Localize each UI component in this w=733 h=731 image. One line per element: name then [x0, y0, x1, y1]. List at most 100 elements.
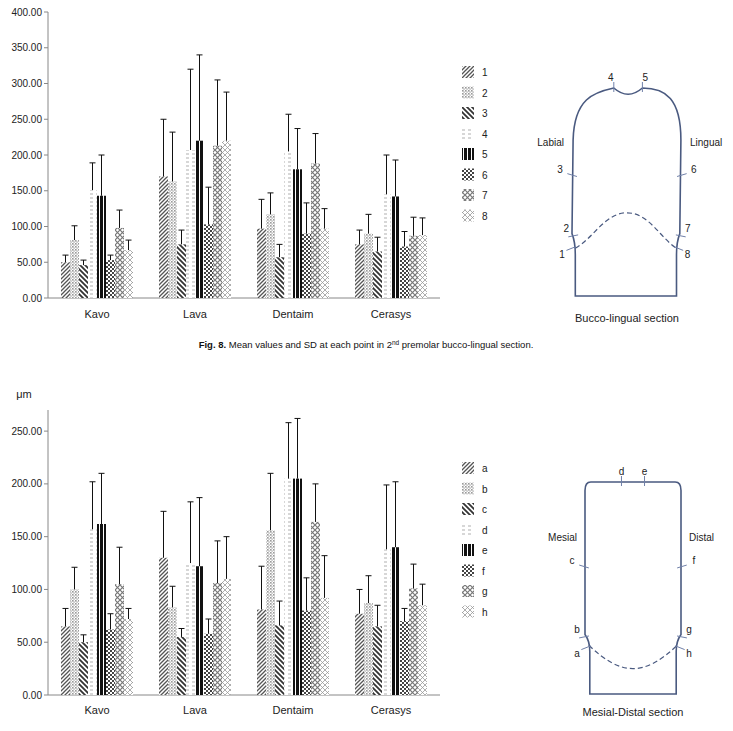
bar [293, 479, 302, 695]
point-tick [568, 235, 578, 237]
error-bar [286, 423, 292, 479]
caption-part: premolar bucco-lingual section. [399, 339, 533, 350]
legend-label: h [482, 607, 488, 618]
bar [204, 634, 213, 695]
point-tick [621, 476, 622, 486]
error-bar [108, 255, 114, 260]
y-tick [44, 536, 48, 537]
y-tick-label: 50.00 [17, 637, 42, 648]
point-tick [566, 247, 575, 251]
bar [159, 558, 168, 695]
tooth-cej [575, 213, 676, 248]
legend-swatch [462, 128, 474, 140]
error-bar [420, 218, 426, 235]
y-tick-label: 250.00 [11, 114, 42, 125]
legend-swatch [462, 524, 474, 536]
error-bar [188, 69, 194, 150]
bar [364, 603, 373, 695]
legend-label: 5 [482, 149, 488, 160]
y-tick [44, 642, 48, 643]
error-bar [357, 230, 363, 244]
bar [284, 479, 293, 695]
y-tick [44, 298, 48, 299]
bar [88, 529, 97, 695]
error-bar [206, 619, 212, 634]
legend-label: 6 [482, 170, 488, 181]
y-tick-label: 400.00 [11, 7, 42, 18]
y-tick [44, 483, 48, 484]
figure: 0.0050.00100.00150.00200.00250.00300.003… [0, 0, 733, 731]
bar [186, 150, 195, 298]
bar [97, 196, 106, 298]
caption-part: Fig. 8. [199, 339, 226, 350]
error-bar [295, 418, 301, 478]
caption: Fig. 8. Mean values and SD at each point… [199, 339, 534, 351]
bar [409, 588, 418, 695]
error-bar [215, 541, 221, 583]
side-label: Mesial [548, 532, 577, 543]
bar [168, 607, 177, 695]
bar [79, 642, 88, 695]
y-tick [44, 695, 48, 696]
diagram-title: Bucco-lingual section [575, 312, 679, 324]
tooth-outline [572, 88, 681, 296]
error-bar [179, 230, 185, 244]
error-bar [72, 226, 78, 240]
caption-part: Mean values and SD at each point in 2 [226, 339, 392, 350]
error-bar [304, 203, 310, 234]
error-bar [357, 589, 363, 613]
bar [275, 625, 284, 695]
bar [382, 194, 391, 298]
bar [177, 244, 186, 298]
point-label: h [686, 648, 692, 659]
point-tick [675, 646, 684, 650]
error-bar [384, 155, 390, 194]
legend: abcdefgh [462, 462, 488, 618]
bar [293, 169, 302, 298]
y-tick [44, 83, 48, 84]
bar [97, 524, 106, 695]
tooth-cej [589, 645, 677, 668]
bar [311, 164, 320, 298]
bar [222, 141, 231, 298]
legend-label: a [482, 463, 488, 474]
legend-label: 7 [482, 190, 488, 201]
point-label: f [693, 555, 696, 566]
x-tick-label: Cerasys [371, 704, 412, 716]
y-tick-label: 200.00 [11, 478, 42, 489]
bar [177, 637, 186, 695]
point-label: 2 [563, 223, 569, 234]
diagram-title: Mesial-Distal section [583, 706, 684, 718]
point-tick [644, 476, 645, 486]
bar [400, 621, 409, 695]
bar [159, 176, 168, 298]
marks [61, 55, 427, 298]
point-tick [579, 565, 589, 568]
error-bar [304, 578, 310, 611]
error-bar [215, 80, 221, 146]
error-bar [366, 214, 372, 233]
error-bar [161, 119, 167, 176]
bar [124, 250, 133, 298]
error-bar [268, 473, 274, 530]
y-tick-label: 0.00 [23, 293, 43, 304]
bar [115, 584, 124, 695]
bar [320, 598, 329, 695]
y-tick-label: 50.00 [17, 257, 42, 268]
error-bar [206, 187, 212, 224]
legend-label: 4 [482, 129, 488, 140]
y-tick-label: 100.00 [11, 221, 42, 232]
point-label: d [619, 466, 625, 477]
legend-label: b [482, 484, 488, 495]
y-tick [44, 155, 48, 156]
error-bar [170, 132, 176, 181]
y-tick [44, 190, 48, 191]
y-axis [48, 410, 49, 695]
error-bar [313, 134, 319, 164]
error-bar [81, 260, 87, 265]
error-bar [126, 240, 132, 250]
error-bar [90, 163, 96, 190]
bar [355, 614, 364, 695]
error-bar [197, 55, 203, 141]
error-bar [117, 210, 123, 228]
